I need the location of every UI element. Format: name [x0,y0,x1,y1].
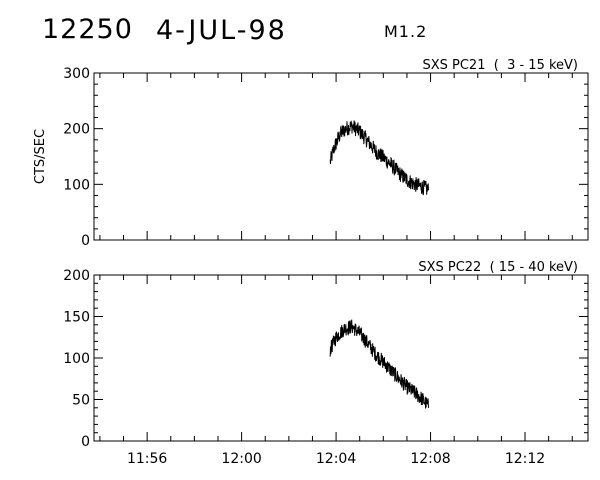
chart-panel-2: 0 50 100 150 200 11:56 12:00 12:04 12:08 12:12 SXS… [63,260,589,467]
plot-frame [93,274,589,442]
series-line [329,120,429,196]
plot-frame [93,72,589,241]
series-line [329,319,429,409]
x-tick-label: 12:08 [410,451,450,467]
flare-class: M1.2 [384,22,428,41]
x-tick-label: 12:00 [221,451,261,467]
y-tick-label: 0 [81,233,90,249]
y-tick-label: 300 [63,66,90,82]
y-tick-label: 100 [63,351,90,367]
panel-title: SXS PC21 ( 3 - 15 keV) [422,58,578,73]
y-tick-label: 200 [63,122,90,138]
x-tick-label: 11:56 [127,451,167,467]
event-number: 12250 [42,14,133,45]
observation-date: 4-JUL-98 [156,15,287,46]
y-tick-label: 200 [63,268,90,284]
y-tick-label: 100 [63,177,90,193]
x-tick-label: 12:04 [316,451,356,467]
chart-panel-1: 0 100 200 300 SXS PC21 ( 3 - 15 keV) CTS/SEC [33,58,589,249]
x-tick-label: 12:12 [505,451,545,467]
panel-title: SXS PC22 ( 15 - 40 keV) [418,260,578,275]
y-axis-label: CTS/SEC [33,129,48,184]
y-tick-label: 150 [63,310,90,326]
y-tick-label: 0 [81,434,90,450]
y-tick-label: 50 [72,393,90,409]
